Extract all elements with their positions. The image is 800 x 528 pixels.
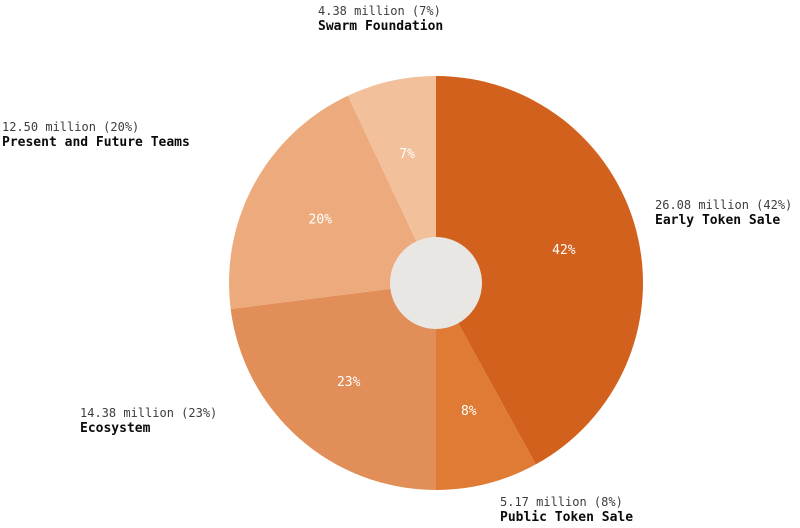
callout-value: 14.38 million (23%) (80, 406, 218, 420)
pie-slice-ecosystem (230, 283, 436, 490)
callout-name: Present and Future Teams (2, 135, 190, 150)
callout-early-token-sale: 26.08 million (42%) Early Token Sale (655, 198, 792, 229)
callout-value: 12.50 million (20%) (2, 120, 140, 134)
pie-slice-present-and-future-teams (228, 95, 436, 309)
pie-slice-early-token-sale (436, 76, 644, 465)
donut-hole (390, 237, 482, 329)
callout-swarm-foundation: 4.38 million (7%) Swarm Foundation (318, 4, 443, 35)
callout-public-token-sale: 5.17 million (8%) Public Token Sale (500, 495, 633, 526)
callout-value: 26.08 million (42%) (655, 198, 793, 212)
callout-name: Ecosystem (80, 421, 151, 436)
callout-value: 5.17 million (8%) (500, 495, 623, 509)
callout-value: 4.38 million (7%) (318, 4, 441, 18)
callout-present-and-future-teams: 12.50 million (20%) Present and Future T… (2, 120, 190, 151)
slice-percent-label-early-token-sale: 42% (552, 243, 576, 258)
callout-ecosystem: 14.38 million (23%) Ecosystem (80, 406, 217, 437)
callout-name: Early Token Sale (655, 213, 781, 228)
callout-name: Public Token Sale (500, 510, 634, 525)
slice-percent-label-present-and-future-teams: 20% (309, 212, 333, 227)
slice-percent-label-public-token-sale: 8% (461, 404, 477, 419)
pie-slice-swarm-foundation (347, 76, 436, 283)
slice-percent-label-swarm-foundation: 7% (399, 147, 415, 162)
pie-slice-public-token-sale (436, 283, 536, 491)
slice-percent-label-ecosystem: 23% (337, 375, 361, 390)
callout-name: Swarm Foundation (318, 19, 444, 34)
